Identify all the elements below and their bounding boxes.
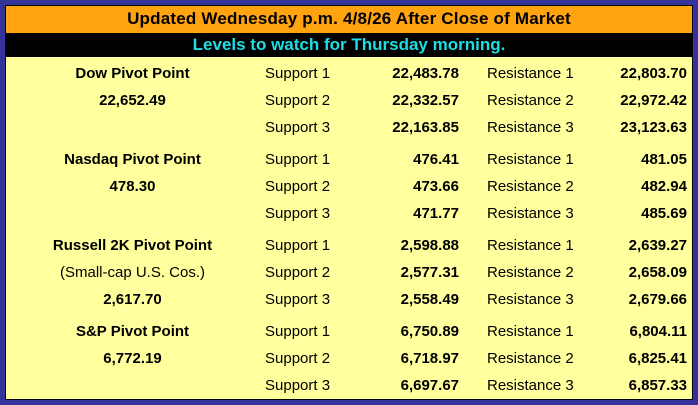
- table-row: 2,617.70 Support 3 2,558.49 Resistance 3…: [6, 286, 692, 313]
- resistance-value: 482.94: [641, 178, 687, 195]
- support-label: Support 3: [265, 291, 331, 308]
- resistance-value: 6,804.11: [629, 323, 687, 340]
- support-value: 22,332.57: [392, 92, 459, 109]
- table-row: (Small-cap U.S. Cos.) Support 2 2,577.31…: [6, 259, 692, 286]
- resistance-value: 2,639.27: [628, 237, 687, 254]
- table-row: Nasdaq Pivot Point Support 1 476.41 Resi…: [6, 146, 692, 173]
- support-value: 473.66: [413, 178, 459, 195]
- support-value: 2,598.88: [400, 237, 459, 254]
- support-label: Support 1: [265, 65, 331, 82]
- resistance-label: Resistance 2: [487, 350, 574, 367]
- resistance-label: Resistance 1: [487, 65, 574, 82]
- table-row: Russell 2K Pivot Point Support 1 2,598.8…: [6, 232, 692, 259]
- support-label: Support 1: [265, 151, 331, 168]
- pivot-name: Nasdaq Pivot Point: [64, 151, 201, 168]
- resistance-label: Resistance 3: [487, 205, 574, 222]
- resistance-label: Resistance 3: [487, 291, 574, 308]
- support-value: 2,558.49: [400, 291, 459, 308]
- table-row: Support 3 471.77 Resistance 3 485.69: [6, 200, 692, 227]
- support-label: Support 1: [265, 323, 331, 340]
- resistance-value: 6,825.41: [628, 350, 687, 367]
- resistance-value: 481.05: [641, 151, 687, 168]
- title-bar: Updated Wednesday p.m. 4/8/26 After Clos…: [5, 5, 693, 33]
- support-label: Support 1: [265, 237, 331, 254]
- resistance-value: 6,857.33: [628, 377, 687, 394]
- resistance-label: Resistance 1: [487, 151, 574, 168]
- section-dow: Dow Pivot Point Support 1 22,483.78 Resi…: [6, 60, 692, 141]
- support-value: 22,483.78: [392, 65, 459, 82]
- resistance-value: 23,123.63: [620, 119, 687, 136]
- support-value: 476.41: [413, 151, 459, 168]
- resistance-value: 485.69: [641, 205, 687, 222]
- pivot-value: 6,772.19: [103, 350, 162, 367]
- table-row: Support 3 6,697.67 Resistance 3 6,857.33: [6, 372, 692, 399]
- support-label: Support 2: [265, 350, 331, 367]
- pivot-table-body: Dow Pivot Point Support 1 22,483.78 Resi…: [5, 57, 693, 400]
- pivot-name-spacer: [6, 372, 259, 399]
- pivot-name: Russell 2K Pivot Point: [52, 237, 213, 254]
- support-label: Support 2: [265, 264, 331, 281]
- resistance-value: 2,679.66: [628, 291, 687, 308]
- pivot-value: 2,617.70: [103, 291, 162, 308]
- resistance-value: 22,803.70: [620, 65, 687, 82]
- resistance-label: Resistance 1: [487, 323, 574, 340]
- pivot-value: 22,652.49: [99, 92, 166, 109]
- resistance-label: Resistance 3: [487, 119, 574, 136]
- pivot-subtitle: (Small-cap U.S. Cos.): [59, 264, 206, 281]
- support-value: 6,718.97: [400, 350, 459, 367]
- section-nasdaq: Nasdaq Pivot Point Support 1 476.41 Resi…: [6, 146, 692, 227]
- table-row: S&P Pivot Point Support 1 6,750.89 Resis…: [6, 318, 692, 345]
- pivot-value: 478.30: [109, 178, 156, 195]
- resistance-value: 2,658.09: [628, 264, 687, 281]
- support-value: 6,750.89: [400, 323, 459, 340]
- table-row: Dow Pivot Point Support 1 22,483.78 Resi…: [6, 60, 692, 87]
- pivot-name: S&P Pivot Point: [75, 323, 190, 340]
- support-label: Support 2: [265, 178, 331, 195]
- resistance-label: Resistance 2: [487, 264, 574, 281]
- support-value: 22,163.85: [392, 119, 459, 136]
- resistance-label: Resistance 2: [487, 178, 574, 195]
- table-row: Support 3 22,163.85 Resistance 3 23,123.…: [6, 114, 692, 141]
- resistance-label: Resistance 3: [487, 377, 574, 394]
- subtitle-bar: Levels to watch for Thursday morning.: [5, 33, 693, 57]
- pivot-name: Dow Pivot Point: [75, 65, 190, 82]
- support-label: Support 3: [265, 205, 331, 222]
- table-row: 478.30 Support 2 473.66 Resistance 2 482…: [6, 173, 692, 200]
- pivot-name-spacer: [6, 114, 259, 141]
- resistance-label: Resistance 2: [487, 92, 574, 109]
- support-label: Support 2: [265, 92, 331, 109]
- section-sp: S&P Pivot Point Support 1 6,750.89 Resis…: [6, 318, 692, 399]
- support-label: Support 3: [265, 119, 331, 136]
- support-value: 2,577.31: [400, 264, 459, 281]
- resistance-label: Resistance 1: [487, 237, 574, 254]
- support-value: 6,697.67: [400, 377, 459, 394]
- resistance-value: 22,972.42: [620, 92, 687, 109]
- table-row: 6,772.19 Support 2 6,718.97 Resistance 2…: [6, 345, 692, 372]
- table-row: 22,652.49 Support 2 22,332.57 Resistance…: [6, 87, 692, 114]
- pivot-name-spacer: [6, 200, 259, 227]
- support-value: 471.77: [413, 205, 459, 222]
- section-russell-2k: Russell 2K Pivot Point Support 1 2,598.8…: [6, 232, 692, 313]
- support-label: Support 3: [265, 377, 331, 394]
